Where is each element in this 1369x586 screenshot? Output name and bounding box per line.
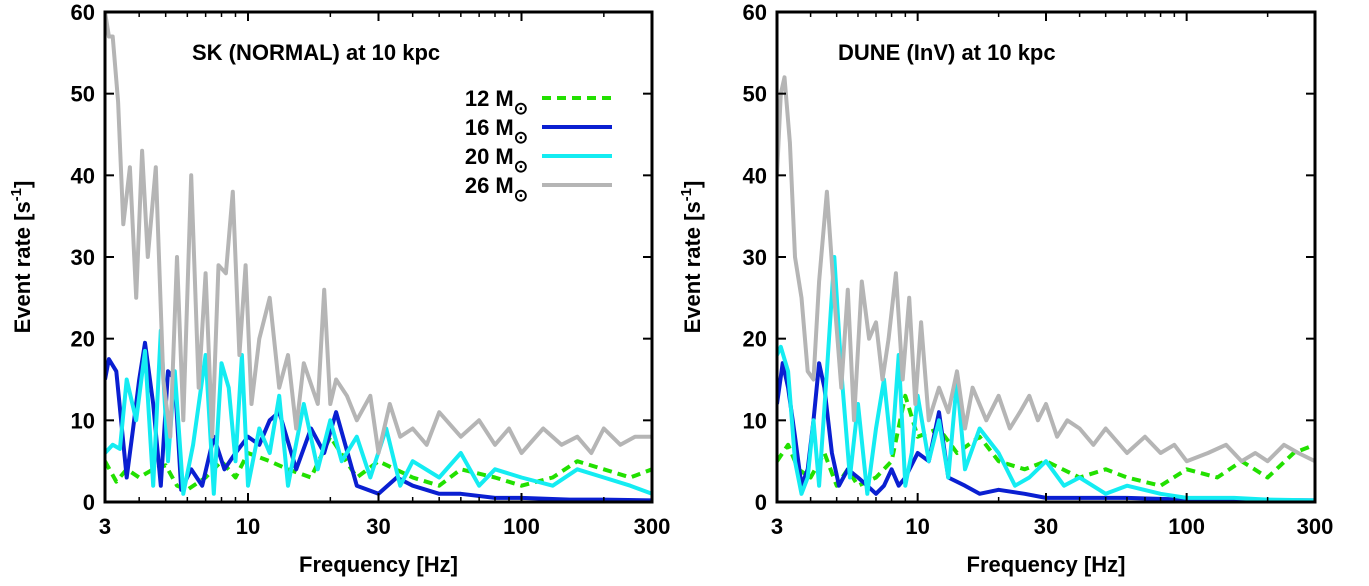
chart-title: SK (NORMAL) at 10 kpc — [192, 40, 440, 65]
legend-label: 26 M⊙ — [465, 173, 528, 205]
legend-mass: 26 M — [465, 173, 514, 198]
y-tick-label: 60 — [743, 0, 767, 25]
y-tick-label: 10 — [743, 408, 767, 433]
series-group — [777, 75, 1315, 502]
legend-label: 16 M⊙ — [465, 115, 528, 147]
sun-symbol-icon: ⊙ — [514, 186, 528, 205]
legend-mass: 12 M — [465, 86, 514, 111]
legend-mass: 20 M — [465, 144, 514, 169]
legend: 12 M⊙16 M⊙20 M⊙26 M⊙ — [465, 86, 612, 205]
x-tick-label: 10 — [905, 514, 929, 539]
y-axis-label: Event rate [s-1] — [678, 181, 705, 334]
series-line-20m — [777, 255, 1315, 502]
legend-mass: 16 M — [465, 115, 514, 140]
x-tick-label: 3 — [99, 514, 111, 539]
y-axis-label-base: Event rate [s — [10, 201, 35, 333]
chart-panel-1: 0 10 20 30 40 50 60 3 10 30 100 300 Frequency [Hz] Ev… — [8, 0, 670, 577]
y-tick-label: 40 — [71, 163, 95, 188]
sun-symbol-icon: ⊙ — [514, 157, 528, 176]
x-tick-label: 100 — [1168, 514, 1205, 539]
x-tick-label: 30 — [366, 514, 390, 539]
x-axis-label: Frequency [Hz] — [299, 552, 458, 577]
sun-symbol-icon: ⊙ — [514, 99, 528, 118]
series-line-26m — [777, 75, 1315, 464]
y-tick-label: 0 — [83, 490, 95, 515]
x-tick-label: 10 — [236, 514, 260, 539]
x-tick-label: 300 — [1297, 514, 1334, 539]
y-tick-label: 50 — [743, 82, 767, 107]
y-axis-label-sup: -1 — [8, 188, 25, 201]
y-tick-label: 10 — [71, 408, 95, 433]
series-group — [105, 12, 652, 502]
series-line-12m — [777, 393, 1315, 488]
y-tick-label: 30 — [743, 245, 767, 270]
series-line-20m — [105, 328, 652, 496]
y-tick-label: 0 — [755, 490, 767, 515]
x-tick-label: 3 — [771, 514, 783, 539]
y-tick-label: 40 — [743, 163, 767, 188]
legend-label: 20 M⊙ — [465, 144, 528, 176]
plot-frame — [775, 10, 1317, 504]
y-axis-label-tail: ] — [10, 181, 35, 188]
y-axis-label: Event rate [s-1] — [8, 181, 35, 334]
legend-label: 12 M⊙ — [465, 86, 528, 118]
y-tick-label: 60 — [71, 0, 95, 25]
series-line-16m — [105, 340, 652, 502]
y-tick-label: 20 — [71, 327, 95, 352]
x-axis-label: Frequency [Hz] — [967, 552, 1126, 577]
y-tick-label: 30 — [71, 245, 95, 270]
x-tick-label: 300 — [634, 514, 671, 539]
sun-symbol-icon: ⊙ — [514, 128, 528, 147]
x-tick-label: 30 — [1034, 514, 1058, 539]
x-tick-label: 100 — [503, 514, 540, 539]
y-axis-label-sup: -1 — [678, 188, 695, 201]
series-line-26m — [105, 12, 652, 455]
y-axis-label-tail: ] — [680, 181, 705, 188]
y-tick-label: 20 — [743, 327, 767, 352]
y-tick-label: 50 — [71, 82, 95, 107]
y-axis-label-base: Event rate [s — [680, 201, 705, 333]
chart-title: DUNE (InV) at 10 kpc — [838, 40, 1056, 65]
chart-panel-2: 0 10 20 30 40 50 60 3 10 30 100 300 Frequency [Hz] Ev… — [678, 0, 1333, 577]
